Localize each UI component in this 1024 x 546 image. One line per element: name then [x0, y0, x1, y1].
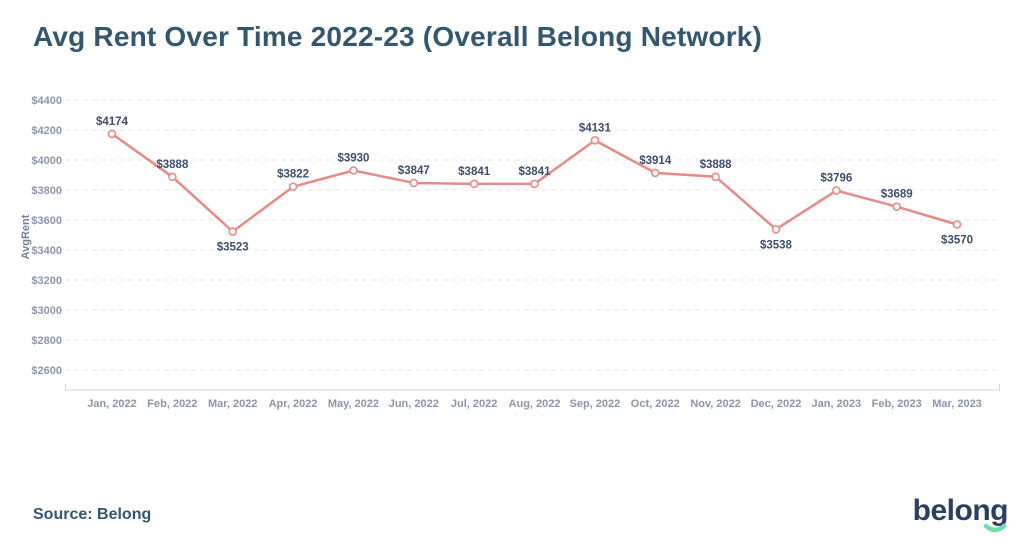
data-point-marker: [168, 172, 177, 182]
data-point-marker: [892, 202, 901, 211]
data-point-label: $3796: [820, 173, 852, 185]
y-tick-label: $2600: [31, 365, 62, 377]
data-point-marker: [590, 136, 600, 145]
data-point-label: $3841: [519, 166, 552, 178]
data-point-label: $3841: [458, 166, 491, 178]
data-point-label: $3570: [941, 235, 973, 247]
x-tick-label: Jan, 2022: [87, 398, 137, 410]
data-point-marker: [952, 220, 962, 229]
source-label: Source: Belong: [33, 506, 152, 523]
data-point-marker: [469, 179, 479, 189]
y-tick-label: $4000: [31, 155, 62, 167]
y-tick-label: $3400: [31, 245, 62, 257]
y-tick-label: $3800: [31, 185, 62, 197]
data-point-label: $3914: [639, 155, 672, 167]
y-tick-label: $4400: [31, 95, 62, 107]
x-tick-label: May, 2022: [328, 398, 379, 410]
data-point-label: $3523: [217, 242, 249, 254]
data-point-marker: [650, 168, 660, 178]
x-tick-label: Mar, 2022: [208, 398, 258, 410]
y-tick-label: $3000: [31, 305, 62, 317]
data-point-marker: [228, 227, 238, 236]
x-tick-label: Mar, 2023: [932, 398, 982, 410]
y-tick-label: $4200: [31, 125, 62, 137]
x-tick-label: Apr, 2022: [269, 398, 318, 410]
data-point-marker: [288, 182, 298, 191]
data-point-marker: [711, 172, 720, 182]
x-tick-label: Dec, 2022: [751, 398, 802, 410]
data-point-label: $4174: [96, 116, 129, 128]
belong-logo: belong: [898, 494, 1009, 538]
data-point-label: $3847: [398, 165, 430, 177]
logo-text: belong: [912, 494, 1009, 527]
x-tick-label: Jul, 2022: [451, 398, 497, 410]
x-axis-note: · · · ·: [515, 412, 544, 419]
data-point-label: $3888: [156, 159, 189, 171]
x-tick-label: Aug, 2022: [509, 398, 561, 410]
x-tick-label: Nov, 2022: [690, 398, 741, 410]
data-point-label: $4131: [579, 122, 612, 134]
data-point-marker: [832, 186, 841, 195]
logo-smile-icon: [983, 523, 1007, 533]
page-title: Avg Rent Over Time 2022-23 (Overall Belo…: [33, 21, 763, 52]
data-point-label: $3538: [760, 239, 793, 251]
y-tick-label: $3600: [31, 215, 62, 227]
x-tick-label: Oct, 2022: [631, 398, 680, 410]
data-point-label: $3888: [700, 159, 733, 171]
data-point-label: $3930: [337, 153, 369, 165]
x-tick-label: Jan, 2023: [812, 398, 862, 410]
data-point-marker: [771, 225, 781, 234]
x-tick-label: Sep, 2022: [569, 398, 620, 410]
x-tick-label: Feb, 2023: [872, 398, 922, 410]
logo-smile-path: [983, 523, 1007, 533]
data-point-label: $3689: [881, 189, 913, 201]
x-tick-label: Feb, 2022: [147, 398, 197, 410]
data-point-marker: [409, 178, 419, 188]
y-axis-title: AvgRent: [20, 214, 32, 259]
y-tick-label: $3200: [31, 275, 62, 287]
data-point-marker: [107, 129, 117, 139]
x-tick-label: Jun, 2022: [389, 398, 439, 410]
y-tick-label: $2800: [31, 335, 62, 347]
data-point-label: $3822: [277, 169, 309, 181]
data-point-marker: [349, 166, 358, 175]
data-point-marker: [530, 179, 539, 189]
